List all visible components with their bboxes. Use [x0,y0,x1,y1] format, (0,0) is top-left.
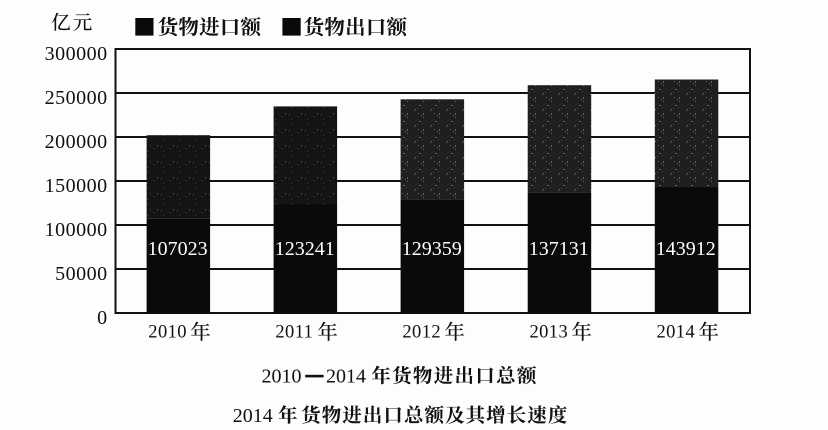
svg-text:150000: 150000 [45,175,108,197]
svg-text:2013: 2013 [530,323,569,343]
svg-text:2014: 2014 [657,323,696,343]
svg-text:0: 0 [97,307,108,329]
svg-text:2012: 2012 [402,323,441,343]
svg-text:137131: 137131 [529,238,589,260]
svg-text:2014: 2014 [233,405,273,427]
svg-text:2011: 2011 [275,323,313,343]
svg-text:107023: 107023 [148,238,208,260]
svg-text:129359: 129359 [402,238,462,260]
svg-text:300000: 300000 [45,43,108,65]
svg-text:100000: 100000 [45,219,108,241]
svg-text:2014: 2014 [326,366,366,388]
svg-text:2010: 2010 [262,366,302,388]
svg-text:2010: 2010 [148,323,187,343]
svg-text:250000: 250000 [45,87,108,109]
svg-text:123241: 123241 [275,238,335,260]
svg-text:200000: 200000 [45,131,108,153]
svg-text:143912: 143912 [656,238,716,260]
svg-text:50000: 50000 [55,263,108,285]
